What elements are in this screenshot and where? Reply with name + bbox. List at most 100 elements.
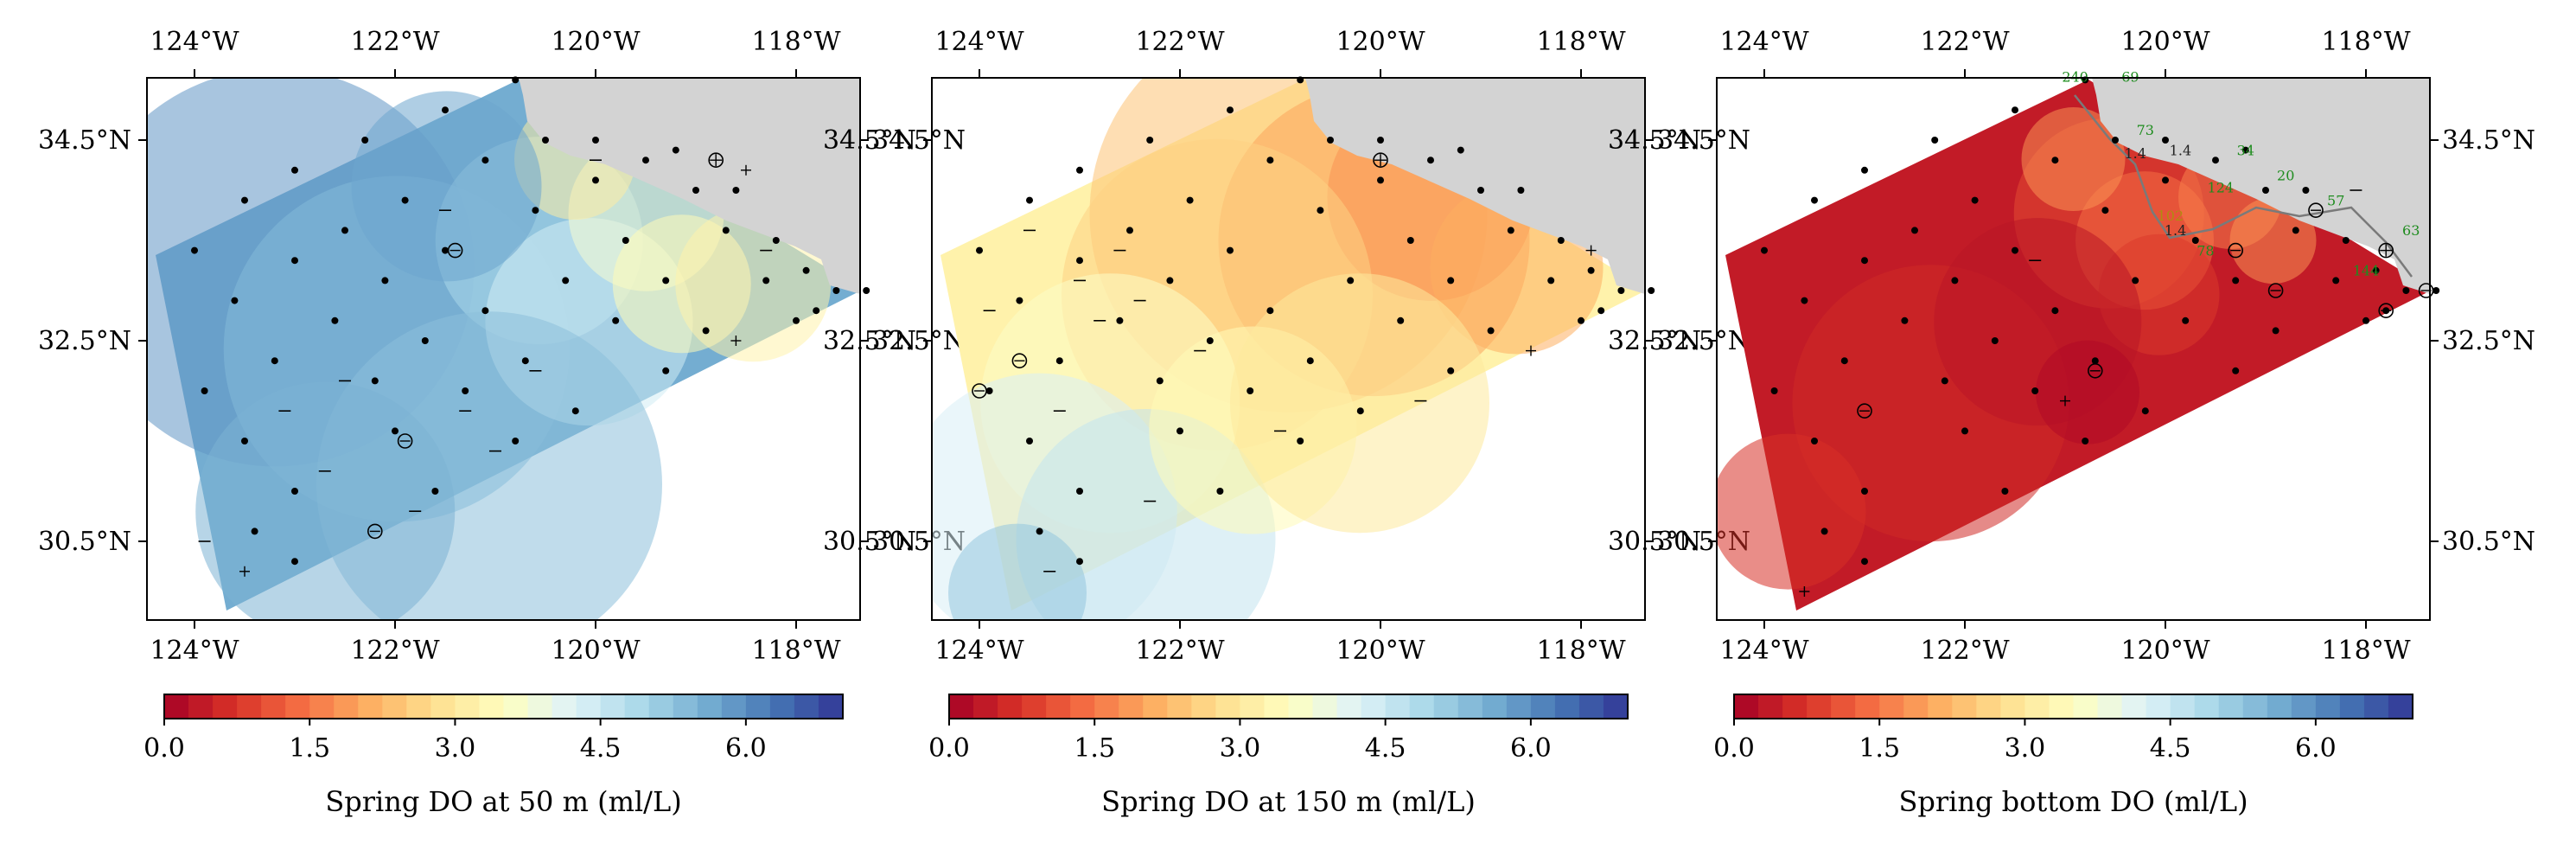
- station-dot: [662, 277, 670, 285]
- station-dot: [592, 137, 599, 144]
- colorbar-swatch: [1807, 694, 1832, 719]
- colorbar-swatch: [648, 694, 674, 719]
- station-dot: [1861, 558, 1868, 566]
- station-dot: [2051, 157, 2059, 164]
- colorbar-swatch: [2049, 694, 2075, 719]
- station-dot: [2292, 227, 2299, 234]
- colorbar-swatch: [358, 694, 384, 719]
- station-dot: [2232, 277, 2240, 285]
- station-dot: [2302, 187, 2310, 194]
- colorbar-swatch: [1191, 694, 1217, 719]
- station-dot: [2433, 287, 2440, 294]
- open-circle-marker: [2088, 362, 2103, 379]
- lat-tick-label-left: 32.5°N: [823, 326, 916, 356]
- colorbar-swatch: [1143, 694, 1169, 719]
- station-dot: [692, 187, 699, 194]
- lon-tick-label-bottom: 120°W: [551, 636, 640, 666]
- station-dot: [1557, 237, 1565, 244]
- lat-tick-label-left: 34.5°N: [38, 125, 131, 156]
- station-dot: [2141, 407, 2149, 415]
- station-dot: [1216, 488, 1224, 495]
- station-dot: [1126, 227, 1133, 234]
- station-dot: [1176, 427, 1183, 435]
- field-patch: [2021, 107, 2126, 212]
- station-dot: [1587, 266, 1595, 274]
- map-frame: [1716, 77, 2431, 621]
- station-dot: [1055, 357, 1063, 365]
- station-dot: [2182, 316, 2190, 324]
- station-dot: [1761, 246, 1768, 254]
- colorbar-swatch: [1215, 694, 1241, 719]
- contour-value-label: 102: [2158, 208, 2184, 224]
- colorbar-tick-label: 0.0: [143, 733, 185, 764]
- station-dot: [662, 367, 670, 374]
- lat-tick-label-right: 32.5°N: [2442, 326, 2535, 356]
- station-dot: [1026, 196, 1033, 204]
- colorbar-swatch: [188, 694, 214, 719]
- station-dot: [2012, 246, 2018, 254]
- station-dot: [2332, 277, 2340, 285]
- colorbar-swatch: [697, 694, 723, 719]
- colorbar-label: Spring DO at 50 m (ml/L): [325, 785, 681, 818]
- colorbar: 0.0 1.5 3.0 4.5 6.0 Spring DO at 150 m (ml/L): [928, 694, 1629, 818]
- lat-tick-label-right: 34.5°N: [2442, 125, 2535, 156]
- colorbar-swatch: [1855, 694, 1881, 719]
- station-dot: [371, 377, 379, 385]
- colorbar-swatch: [1046, 694, 1071, 719]
- colorbar-swatch: [2267, 694, 2292, 719]
- lat-tick-label-left: 30.5°N: [38, 527, 131, 557]
- colorbar-swatch: [745, 694, 771, 719]
- lon-tick-label-top: 124°W: [934, 27, 1023, 57]
- map-frame: [146, 77, 861, 621]
- lat-tick-label-right: 34.5°N: [872, 125, 966, 156]
- field-patch: [1717, 433, 1866, 590]
- lat-tick-label-right: 32.5°N: [1657, 326, 1750, 356]
- colorbar-tick-label: 1.5: [289, 733, 330, 764]
- station-dot: [732, 187, 740, 194]
- station-dot: [1377, 176, 1384, 184]
- station-dot: [1770, 387, 1778, 394]
- contour-value-label: 20: [2277, 167, 2294, 183]
- colorbar-swatch: [721, 694, 747, 719]
- colorbar-swatch: [479, 694, 505, 719]
- colorbar-swatch: [576, 694, 602, 719]
- colorbar-swatch: [818, 694, 844, 719]
- colorbar-swatch: [2024, 694, 2050, 719]
- colorbar-swatch: [382, 694, 408, 719]
- colorbar-swatch: [794, 694, 819, 719]
- lon-tick-label-top: 122°W: [1920, 27, 2009, 57]
- station-dot: [442, 106, 449, 114]
- colorbar-swatch: [261, 694, 286, 719]
- station-dot: [1076, 166, 1083, 174]
- station-dot: [1447, 277, 1455, 285]
- station-dot: [1901, 316, 1909, 324]
- station-dot: [1457, 146, 1464, 154]
- open-circle-marker: [2378, 303, 2394, 319]
- lon-tick-label-top: 124°W: [1719, 27, 1808, 57]
- crossed-circle-marker: [2378, 242, 2394, 259]
- lat-tick-label-left: 34.5°N: [1608, 125, 1701, 156]
- station-dot: [512, 438, 520, 444]
- colorbar-swatch: [2339, 694, 2365, 719]
- colorbar-swatch: [1782, 694, 1808, 719]
- station-dot: [421, 337, 429, 344]
- station-dot: [442, 246, 449, 254]
- station-dot: [672, 146, 679, 154]
- colorbar-swatch: [2242, 694, 2268, 719]
- colorbar-tick-label: 3.0: [2005, 733, 2046, 764]
- lon-tick-label-bottom: 120°W: [2120, 636, 2209, 666]
- colorbar-swatch: [1879, 694, 1905, 719]
- station-dot: [1487, 327, 1495, 335]
- colorbar-swatch: [1385, 694, 1411, 719]
- colorbar-swatch: [285, 694, 311, 719]
- field-patch: [2229, 197, 2317, 285]
- bottom-contour-line: [2074, 94, 2413, 278]
- station-dot: [271, 357, 278, 365]
- colorbar-swatch: [1734, 694, 1759, 719]
- station-dot: [1247, 387, 1254, 394]
- station-dot: [1317, 207, 1324, 214]
- station-dot: [431, 488, 439, 495]
- lon-tick-label-top: 124°W: [150, 27, 239, 57]
- station-dot: [2051, 307, 2059, 315]
